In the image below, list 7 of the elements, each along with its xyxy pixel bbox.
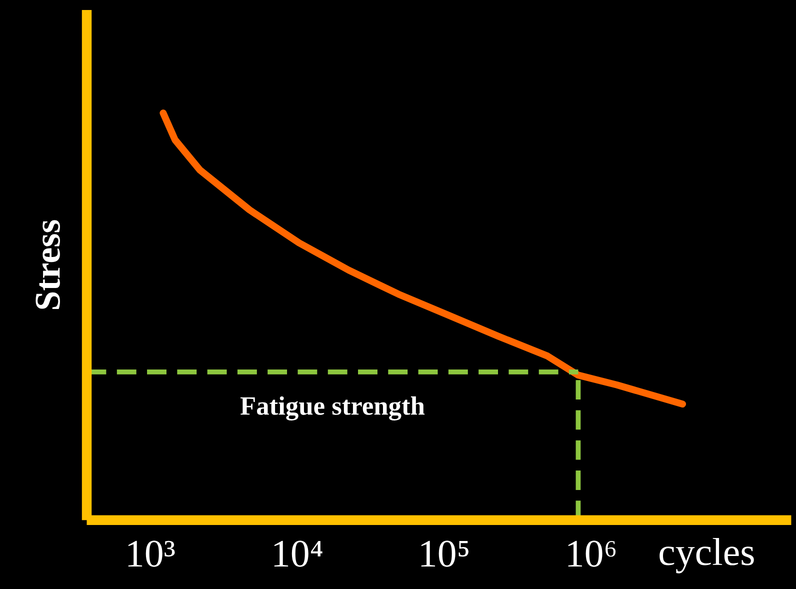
y-axis-title: Stress (36, 220, 60, 309)
x-tick-label: 10⁶ (568, 540, 616, 567)
x-tick-label: 10⁴ (274, 540, 322, 567)
x-axis-title: cycles (660, 538, 754, 574)
x-tick-label: 10⁵ (421, 540, 468, 567)
ref-line-label: Fatigue strength (240, 396, 425, 420)
x-tick-label: 10³ (128, 540, 175, 567)
